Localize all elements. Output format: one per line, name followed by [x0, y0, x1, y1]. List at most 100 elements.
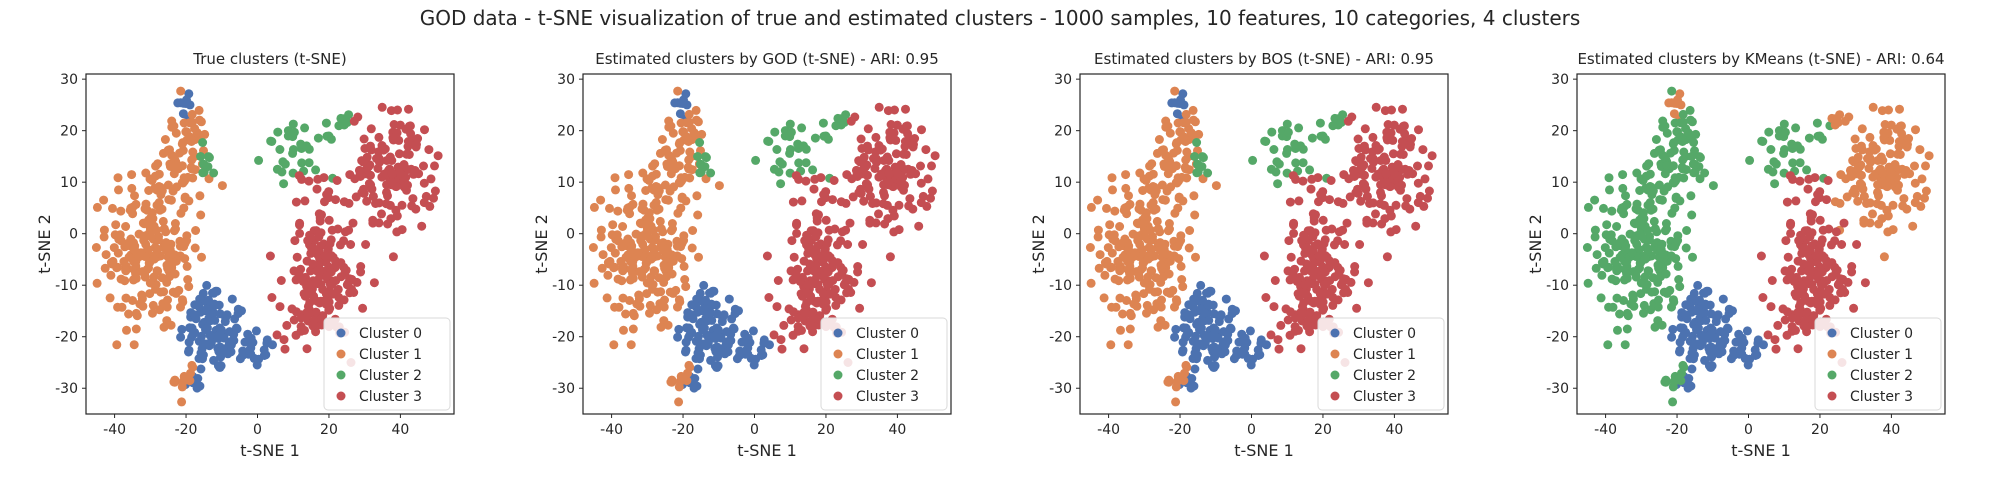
scatter-point-cluster-3: [1302, 259, 1312, 269]
scatter-point-cluster-0: [1681, 300, 1691, 310]
scatter-point-cluster-1: [1836, 170, 1846, 180]
scatter-point-cluster-1: [113, 173, 123, 183]
scatter-point-cluster-0: [712, 362, 721, 372]
scatter-point-cluster-3: [387, 177, 397, 187]
scatter-point-cluster-2: [772, 145, 782, 154]
scatter-point-cluster-2: [1668, 161, 1678, 171]
x-tick-label: 20: [817, 422, 835, 438]
scatter-point-cluster-2: [1612, 222, 1622, 231]
scatter-point-cluster-0: [702, 330, 712, 340]
scatter-point-cluster-1: [650, 244, 660, 254]
scatter-point-cluster-3: [1424, 161, 1433, 171]
scatter-point-cluster-0: [723, 347, 733, 357]
scatter-point-cluster-1: [714, 181, 724, 191]
scatter-point-cluster-2: [1779, 119, 1789, 129]
scatter-point-cluster-1: [1125, 308, 1135, 318]
scatter-point-cluster-1: [688, 226, 698, 235]
scatter-point-cluster-0: [246, 336, 256, 346]
scatter-point-cluster-3: [862, 170, 871, 180]
scatter-point-cluster-2: [1770, 179, 1780, 189]
scatter-point-cluster-2: [1596, 293, 1606, 303]
scatter-point-cluster-1: [1163, 169, 1173, 179]
scatter-point-cluster-3: [1322, 289, 1332, 298]
scatter-point-cluster-0: [1706, 362, 1715, 372]
scatter-panel-true-clusters: True clusters (t-SNE) -40 -20 0 20 40 -30 -20 -1…: [35, 50, 455, 460]
scatter-point-cluster-1: [162, 260, 172, 270]
scatter-point-cluster-1: [685, 147, 695, 157]
scatter-point-cluster-3: [405, 121, 415, 131]
scatter-point-cluster-2: [1603, 340, 1613, 350]
scatter-point-cluster-1: [1125, 324, 1135, 334]
scatter-point-cluster-3: [889, 227, 899, 237]
scatter-point-cluster-3: [837, 227, 847, 237]
scatter-point-cluster-1: [179, 173, 189, 183]
scatter-panel-god: Estimated clusters by GOD (t-SNE) - ARI:…: [532, 50, 952, 460]
scatter-point-cluster-1: [1156, 302, 1166, 312]
scatter-point-cluster-2: [1621, 191, 1630, 201]
scatter-point-cluster-3: [1387, 105, 1396, 115]
scatter-point-cluster-3: [402, 149, 412, 159]
scatter-point-cluster-0: [1701, 300, 1710, 310]
scatter-point-cluster-0: [1189, 381, 1199, 391]
scatter-point-cluster-1: [1151, 273, 1161, 283]
scatter-point-cluster-1: [1856, 170, 1865, 180]
scatter-point-cluster-1: [664, 116, 674, 126]
scatter-point-cluster-3: [1276, 320, 1286, 330]
scatter-point-cluster-2: [304, 158, 314, 168]
scatter-point-cluster-1: [618, 266, 628, 276]
scatter-point-cluster-3: [1815, 262, 1825, 272]
scatter-point-cluster-1: [159, 224, 169, 234]
scatter-point-cluster-3: [1840, 288, 1850, 297]
scatter-point-cluster-2: [1675, 282, 1685, 292]
scatter-point-cluster-3: [788, 197, 798, 207]
scatter-point-cluster-1: [652, 305, 662, 315]
scatter-point-cluster-3: [1381, 156, 1391, 165]
scatter-point-cluster-2: [1582, 243, 1592, 252]
scatter-point-cluster-3: [1285, 330, 1295, 340]
scatter-point-cluster-3: [1810, 173, 1820, 183]
scatter-point-cluster-3: [1413, 161, 1422, 171]
scatter-point-cluster-3: [1812, 289, 1822, 299]
scatter-point-cluster-3: [1296, 307, 1306, 317]
scatter-point-cluster-3: [1342, 218, 1352, 228]
scatter-point-cluster-1: [646, 254, 656, 264]
x-tick-label: -20: [672, 422, 695, 438]
scatter-point-cluster-3: [916, 198, 926, 208]
x-axis-label: t-SNE 1: [737, 441, 797, 460]
scatter-point-cluster-2: [1688, 252, 1697, 262]
scatter-point-cluster-1: [1144, 183, 1153, 193]
scatter-point-cluster-0: [707, 315, 717, 325]
scatter-point-cluster-3: [1822, 195, 1831, 205]
scatter-point-cluster-2: [1605, 185, 1614, 195]
scatter-point-cluster-2: [1583, 202, 1593, 212]
scatter-point-cluster-3: [901, 104, 910, 114]
scatter-point-cluster-1: [627, 191, 636, 201]
scatter-point-cluster-1: [167, 116, 177, 126]
scatter-point-cluster-1: [1157, 180, 1167, 190]
x-tick-label: -40: [1097, 422, 1120, 438]
scatter-point-cluster-2: [1294, 123, 1304, 133]
scatter-point-cluster-1: [1085, 243, 1095, 252]
scatter-point-cluster-1: [217, 181, 227, 191]
scatter-point-cluster-3: [361, 240, 371, 249]
scatter-point-cluster-1: [1100, 270, 1110, 280]
scatter-point-cluster-1: [1865, 147, 1875, 157]
scatter-point-cluster-3: [818, 289, 828, 299]
scatter-point-cluster-0: [215, 309, 225, 319]
scatter-point-cluster-3: [1356, 152, 1366, 162]
scatter-point-cluster-2: [1668, 397, 1678, 407]
scatter-point-cluster-3: [1309, 213, 1319, 223]
scatter-point-cluster-3: [1382, 252, 1392, 262]
scatter-point-cluster-1: [1845, 165, 1855, 175]
scatter-point-cluster-2: [1690, 160, 1700, 170]
x-tick-label: -20: [1169, 422, 1192, 438]
scatter-point-cluster-2: [1658, 116, 1668, 126]
scatter-point-cluster-2: [1667, 86, 1677, 96]
scatter-point-cluster-2: [1628, 290, 1638, 300]
scatter-point-cluster-3: [349, 288, 359, 297]
scatter-point-cluster-2: [1261, 137, 1271, 146]
scatter-point-cluster-2: [1653, 302, 1663, 312]
scatter-point-cluster-3: [403, 142, 413, 151]
scatter-point-cluster-3: [1398, 104, 1407, 114]
scatter-point-cluster-1: [1885, 149, 1895, 159]
